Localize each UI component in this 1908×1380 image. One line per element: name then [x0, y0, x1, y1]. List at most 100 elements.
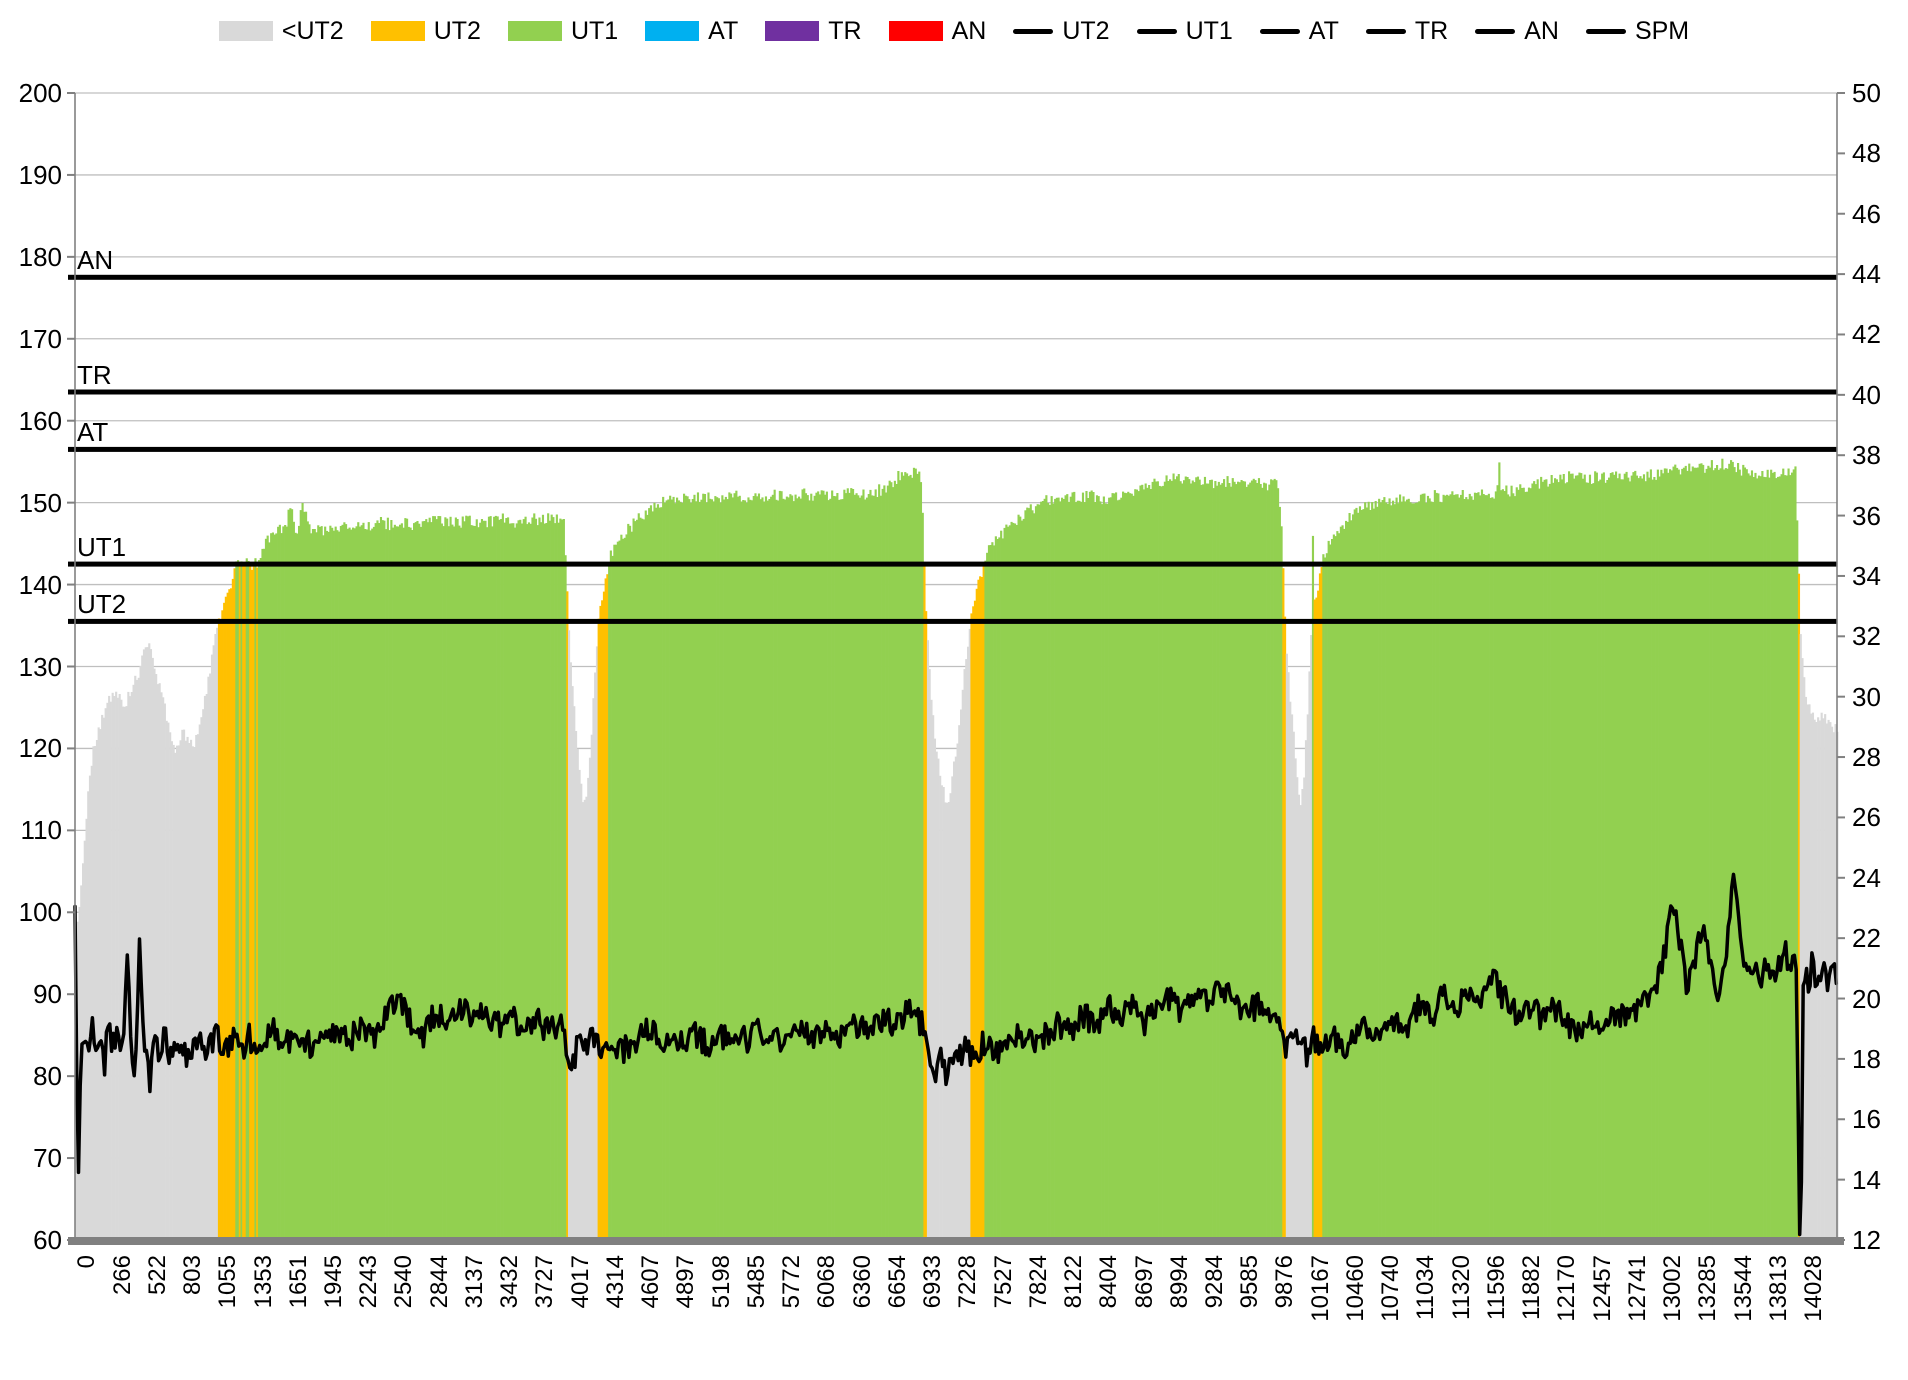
right-axis-tick-label: 22: [1852, 923, 1881, 954]
right-axis-tick-label: 16: [1852, 1104, 1881, 1135]
legend-label: AT: [708, 16, 739, 45]
x-axis-tick-label: 3137: [460, 1255, 488, 1309]
x-axis-tick-label: 10460: [1341, 1255, 1369, 1322]
x-axis-tick-label: 11596: [1482, 1255, 1510, 1320]
legend-item-spm: SPM: [1585, 18, 1689, 44]
x-axis-tick-label: 1055: [214, 1255, 242, 1309]
zone-line-label-ut2: UT2: [77, 589, 127, 620]
legend-item-an: AN: [1475, 16, 1559, 45]
legend: <UT2 UT2 UT1 AT TR AN UT2 UT1 AT TR AN SPM: [0, 8, 1908, 54]
x-axis-tick-label: 0: [73, 1255, 101, 1269]
left-axis-tick-label: 130: [18, 651, 62, 682]
x-axis-tick-label: 5485: [742, 1255, 770, 1309]
left-axis-tick-label: 60: [33, 1225, 62, 1255]
legend-label: AT: [1308, 16, 1339, 45]
right-axis-tick-label: 14: [1852, 1164, 1881, 1195]
x-axis-tick-label: 5198: [707, 1255, 735, 1309]
right-axis-tick-label: 40: [1852, 379, 1881, 410]
left-axis-tick-label: 150: [18, 487, 62, 518]
left-axis-tick-label: 120: [18, 733, 62, 764]
x-axis-tick-label: 803: [179, 1255, 207, 1296]
x-axis-tick-label: 4017: [566, 1255, 594, 1309]
legend-label: AN: [951, 16, 987, 45]
x-axis-tick-label: 7527: [989, 1255, 1017, 1309]
left-axis-tick-label: 80: [33, 1061, 62, 1092]
x-axis-tick-label: 11034: [1412, 1255, 1440, 1320]
legend-line-swatch-spm: [1585, 28, 1626, 34]
axis-frame: [67, 92, 1845, 1245]
legend-swatch-ut2: [370, 21, 425, 41]
x-axis-tick-label: 14028: [1800, 1255, 1828, 1322]
x-axis-tick-label: 9585: [1236, 1255, 1264, 1309]
legend-label: UT2: [1062, 16, 1110, 45]
left-axis-tick-label: 70: [33, 1143, 62, 1174]
x-axis-tick-label: 8404: [1095, 1255, 1123, 1309]
legend-item-an: AN: [888, 16, 987, 45]
x-axis-tick-label: 8994: [1165, 1255, 1193, 1309]
legend-label: UT1: [570, 16, 619, 45]
x-axis-tick-label: 11320: [1447, 1255, 1475, 1320]
right-axis-tick-label: 30: [1852, 681, 1881, 712]
x-axis-tick-label: 12170: [1553, 1255, 1581, 1322]
legend-line-swatch-ut2: [1013, 28, 1054, 34]
zone-threshold-lines: [68, 274, 1837, 624]
left-axis-tick-label: 170: [18, 323, 62, 354]
spm-line: [73, 872, 1839, 1237]
legend-line-swatch-at: [1259, 28, 1300, 34]
legend-item-at: AT: [645, 16, 739, 45]
right-axis-tick-label: 46: [1852, 198, 1881, 229]
legend-swatch-tr: [765, 21, 820, 41]
x-axis-tick-label: 7228: [954, 1255, 982, 1309]
right-axis-tick-label: 42: [1852, 319, 1881, 350]
x-axis-tick-label: 4314: [601, 1255, 629, 1309]
right-axis-tick-label: 26: [1852, 802, 1881, 833]
x-axis-tick-label: 13813: [1764, 1255, 1792, 1322]
legend-line-swatch-an: [1475, 28, 1516, 34]
right-axis-tick-label: 48: [1852, 138, 1881, 169]
legend-swatch-lt-ut2: [218, 21, 273, 41]
left-axis-tick-label: 190: [18, 159, 62, 190]
legend-swatch-at: [645, 21, 700, 41]
x-axis-tick-label: 1353: [249, 1255, 277, 1309]
right-axis-tick-label: 36: [1852, 500, 1881, 531]
legend-item-ut2: UT2: [370, 18, 481, 44]
heart-rate-zone-bars: [75, 458, 1839, 1241]
right-axis-tick-label: 28: [1852, 742, 1881, 773]
x-axis-tick-label: 1651: [284, 1255, 312, 1309]
left-axis-tick-label: 100: [18, 897, 62, 928]
left-axis-tick-label: 110: [20, 815, 62, 846]
legend-item-at: AT: [1259, 16, 1339, 45]
legend-item-ut1: UT1: [507, 16, 619, 45]
x-axis-tick-label: 13285: [1694, 1255, 1722, 1322]
x-axis-tick-label: 10167: [1306, 1255, 1334, 1322]
x-axis-tick-label: 12741: [1623, 1255, 1651, 1322]
legend-swatch-an: [888, 21, 943, 41]
right-axis-tick-label: 12: [1852, 1225, 1881, 1255]
legend-label: AN: [1524, 16, 1559, 45]
x-axis-tick-label: 8697: [1130, 1255, 1158, 1309]
right-axis-tick-label: 50: [1852, 78, 1881, 108]
x-axis-tick-label: 4897: [672, 1255, 700, 1309]
legend-line-swatch-tr: [1365, 28, 1406, 34]
x-axis-bar: [68, 1237, 1844, 1245]
legend-item-ut1: UT1: [1136, 18, 1233, 44]
x-axis-tick-label: 2844: [425, 1255, 453, 1309]
legend-item-tr: TR: [765, 18, 862, 44]
legend-label: TR: [1414, 16, 1449, 45]
x-axis-tick-label: 3432: [496, 1255, 524, 1309]
x-axis-tick-label: 522: [143, 1255, 171, 1296]
x-axis-tick-label: 2540: [390, 1255, 418, 1309]
left-axis-tick-label: 160: [18, 405, 62, 436]
x-axis-tick-label: 12457: [1588, 1255, 1616, 1322]
right-axis-tick-label: 34: [1852, 560, 1881, 591]
legend-item-ut2: UT2: [1013, 16, 1110, 45]
legend-item-lt-ut2: <UT2: [218, 18, 344, 44]
x-axis-tick-label: 1945: [320, 1255, 347, 1309]
x-axis-tick-label: 5772: [778, 1255, 806, 1309]
x-axis-tick-label: 13002: [1659, 1255, 1687, 1322]
legend-item-tr: TR: [1365, 16, 1449, 45]
zone-line-label-at: AT: [77, 417, 109, 448]
zone-line-label-ut1: UT1: [77, 532, 127, 563]
x-axis-tick-label: 3727: [531, 1255, 559, 1309]
